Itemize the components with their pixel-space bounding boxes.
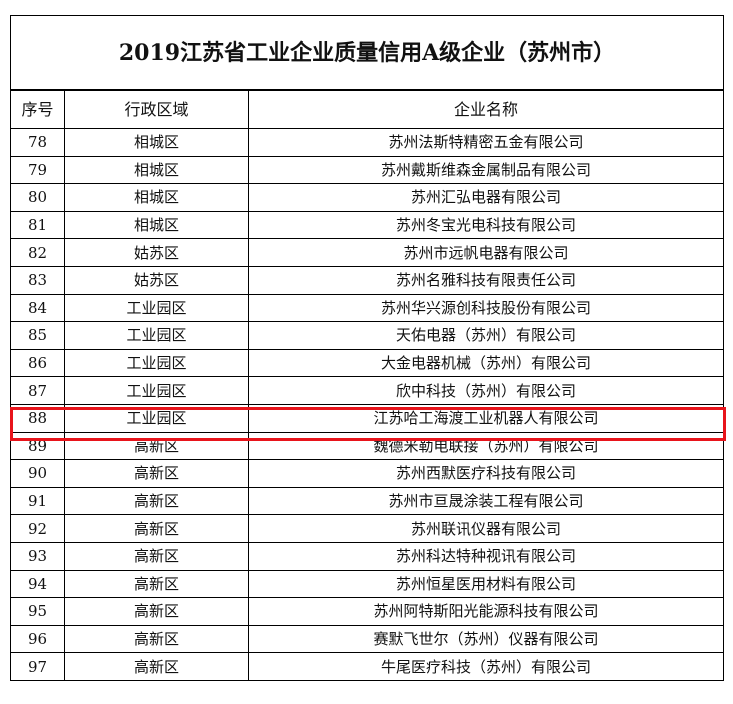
row-number: 81 bbox=[10, 210, 65, 240]
table-row: 79 相城区 苏州戴斯维森金属制品有限公司 bbox=[10, 155, 724, 185]
row-number: 97 bbox=[10, 652, 65, 681]
row-number: 89 bbox=[10, 431, 65, 461]
header-name: 企业名称 bbox=[248, 89, 724, 129]
row-district: 高新区 bbox=[64, 569, 249, 599]
header-district: 行政区域 bbox=[64, 89, 249, 129]
row-company-name: 苏州汇弘电器有限公司 bbox=[248, 183, 724, 212]
row-district: 高新区 bbox=[64, 514, 249, 543]
row-company-name: 苏州市亘晟涂装工程有限公司 bbox=[248, 486, 724, 516]
row-district: 高新区 bbox=[64, 624, 249, 654]
row-company-name: 魏德米勒电联接（苏州）有限公司 bbox=[248, 431, 724, 461]
table-row: 94 高新区 苏州恒星医用材料有限公司 bbox=[10, 569, 724, 599]
row-number: 95 bbox=[10, 597, 65, 626]
row-number: 87 bbox=[10, 376, 65, 405]
row-company-name: 赛默飞世尔（苏州）仪器有限公司 bbox=[248, 624, 724, 654]
row-company-name: 苏州西默医疗科技有限公司 bbox=[248, 459, 724, 488]
table-title: 2019江苏省工业企业质量信用A级企业（苏州市） bbox=[10, 15, 724, 91]
row-number: 79 bbox=[10, 155, 65, 185]
table-row: 81 相城区 苏州冬宝光电科技有限公司 bbox=[10, 210, 724, 240]
row-district: 工业园区 bbox=[64, 376, 249, 405]
row-district: 姑苏区 bbox=[64, 265, 249, 295]
table-row: 90 高新区 苏州西默医疗科技有限公司 bbox=[10, 459, 724, 488]
row-company-name: 大金电器机械（苏州）有限公司 bbox=[248, 348, 724, 378]
table-row: 78 相城区 苏州法斯特精密五金有限公司 bbox=[10, 128, 724, 157]
row-company-name: 欣中科技（苏州）有限公司 bbox=[248, 376, 724, 405]
row-district: 工业园区 bbox=[64, 321, 249, 350]
row-company-name: 天佑电器（苏州）有限公司 bbox=[248, 321, 724, 350]
table-row: 88 工业园区 江苏哈工海渡工业机器人有限公司 bbox=[10, 403, 724, 433]
row-district: 工业园区 bbox=[64, 293, 249, 323]
row-district: 姑苏区 bbox=[64, 238, 249, 267]
table-row: 80 相城区 苏州汇弘电器有限公司 bbox=[10, 183, 724, 212]
table-row: 89 高新区 魏德米勒电联接（苏州）有限公司 bbox=[10, 431, 724, 461]
row-company-name: 苏州阿特斯阳光能源科技有限公司 bbox=[248, 597, 724, 626]
table-row: 95 高新区 苏州阿特斯阳光能源科技有限公司 bbox=[10, 597, 724, 626]
row-district: 相城区 bbox=[64, 210, 249, 240]
row-number: 88 bbox=[10, 403, 65, 433]
header-row: 序号 行政区域 企业名称 bbox=[10, 89, 724, 129]
row-number: 92 bbox=[10, 514, 65, 543]
table-row: 93 高新区 苏州科达特种视讯有限公司 bbox=[10, 541, 724, 571]
table-row: 97 高新区 牛尾医疗科技（苏州）有限公司 bbox=[10, 652, 724, 681]
table-row: 85 工业园区 天佑电器（苏州）有限公司 bbox=[10, 321, 724, 350]
table-row: 92 高新区 苏州联讯仪器有限公司 bbox=[10, 514, 724, 543]
row-number: 78 bbox=[10, 128, 65, 157]
table-row: 86 工业园区 大金电器机械（苏州）有限公司 bbox=[10, 348, 724, 378]
row-number: 94 bbox=[10, 569, 65, 599]
row-district: 相城区 bbox=[64, 155, 249, 185]
row-company-name: 苏州冬宝光电科技有限公司 bbox=[248, 210, 724, 240]
row-company-name: 苏州市远帆电器有限公司 bbox=[248, 238, 724, 267]
row-number: 91 bbox=[10, 486, 65, 516]
row-number: 93 bbox=[10, 541, 65, 571]
row-number: 83 bbox=[10, 265, 65, 295]
row-district: 高新区 bbox=[64, 652, 249, 681]
row-district: 高新区 bbox=[64, 486, 249, 516]
row-number: 90 bbox=[10, 459, 65, 488]
row-company-name: 江苏哈工海渡工业机器人有限公司 bbox=[248, 403, 724, 433]
row-district: 高新区 bbox=[64, 431, 249, 461]
row-company-name: 苏州华兴源创科技股份有限公司 bbox=[248, 293, 724, 323]
table-row: 83 姑苏区 苏州名雅科技有限责任公司 bbox=[10, 265, 724, 295]
table-row: 87 工业园区 欣中科技（苏州）有限公司 bbox=[10, 376, 724, 405]
row-number: 82 bbox=[10, 238, 65, 267]
row-district: 相城区 bbox=[64, 183, 249, 212]
row-company-name: 苏州名雅科技有限责任公司 bbox=[248, 265, 724, 295]
row-district: 工业园区 bbox=[64, 403, 249, 433]
row-company-name: 苏州科达特种视讯有限公司 bbox=[248, 541, 724, 571]
table-row: 96 高新区 赛默飞世尔（苏州）仪器有限公司 bbox=[10, 624, 724, 654]
table-row: 84 工业园区 苏州华兴源创科技股份有限公司 bbox=[10, 293, 724, 323]
table-row: 91 高新区 苏州市亘晟涂装工程有限公司 bbox=[10, 486, 724, 516]
row-company-name: 苏州联讯仪器有限公司 bbox=[248, 514, 724, 543]
enterprise-table: 2019江苏省工业企业质量信用A级企业（苏州市） 序号 行政区域 企业名称 78… bbox=[10, 15, 724, 681]
row-company-name: 苏州戴斯维森金属制品有限公司 bbox=[248, 155, 724, 185]
row-company-name: 苏州恒星医用材料有限公司 bbox=[248, 569, 724, 599]
row-number: 84 bbox=[10, 293, 65, 323]
row-district: 高新区 bbox=[64, 541, 249, 571]
row-number: 96 bbox=[10, 624, 65, 654]
row-district: 工业园区 bbox=[64, 348, 249, 378]
row-number: 80 bbox=[10, 183, 65, 212]
row-company-name: 苏州法斯特精密五金有限公司 bbox=[248, 128, 724, 157]
row-company-name: 牛尾医疗科技（苏州）有限公司 bbox=[248, 652, 724, 681]
header-no: 序号 bbox=[10, 89, 65, 129]
row-number: 85 bbox=[10, 321, 65, 350]
table-row: 82 姑苏区 苏州市远帆电器有限公司 bbox=[10, 238, 724, 267]
row-district: 相城区 bbox=[64, 128, 249, 157]
row-district: 高新区 bbox=[64, 597, 249, 626]
row-number: 86 bbox=[10, 348, 65, 378]
row-district: 高新区 bbox=[64, 459, 249, 488]
